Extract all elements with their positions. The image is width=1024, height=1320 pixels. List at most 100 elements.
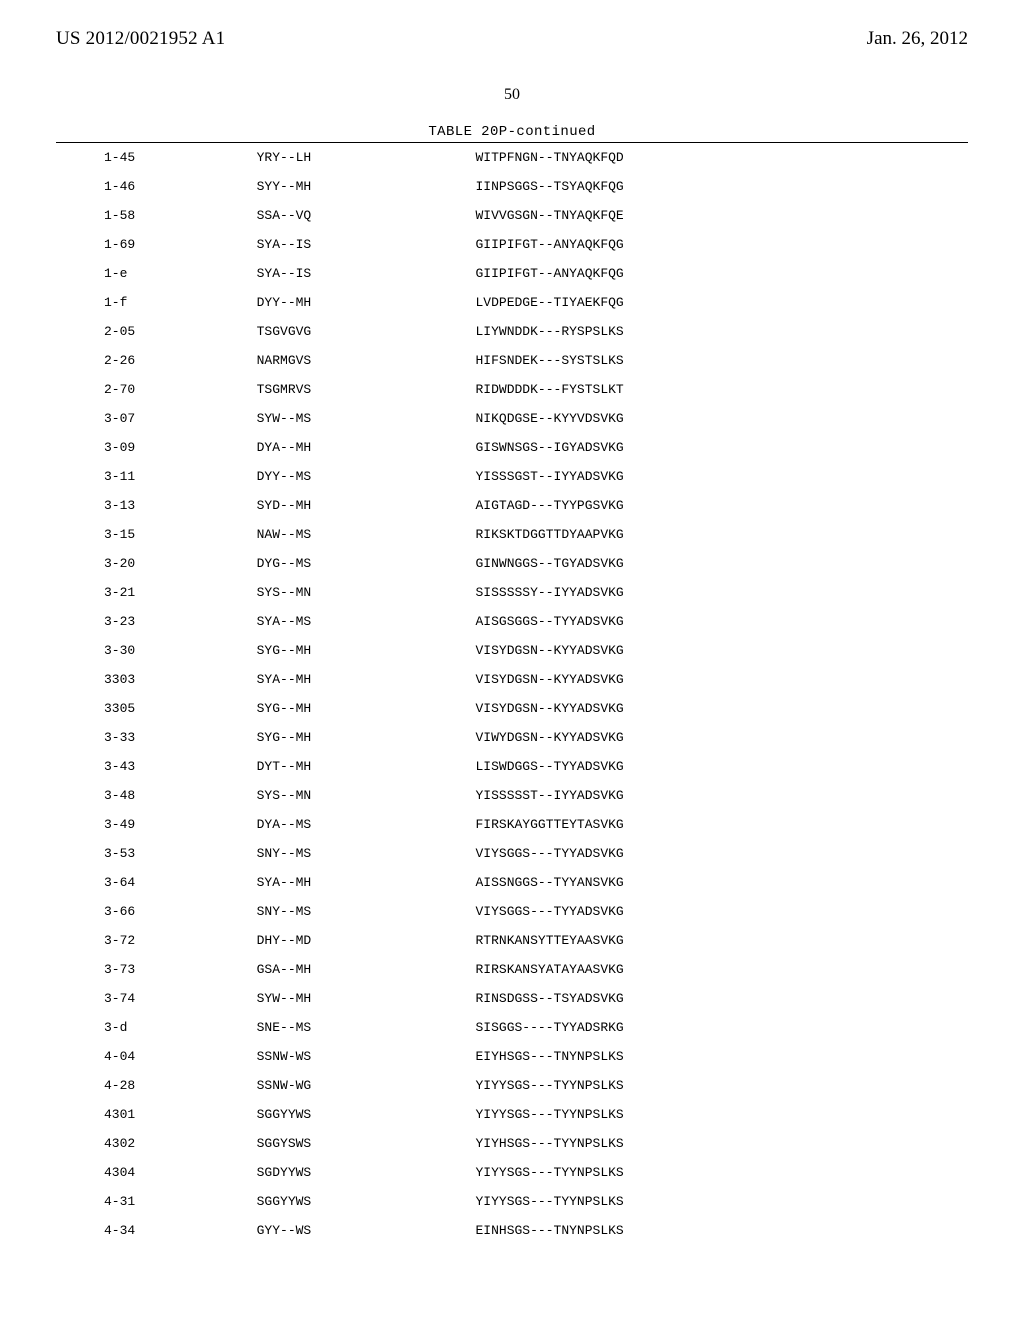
table-row: 3-09DYA--MHGISWNSGS--IGYADSVKG (56, 433, 968, 462)
row-seq-a: NARMGVS (257, 346, 476, 375)
table-row: 3-11DYY--MSYISSSGST--IYYADSVKG (56, 462, 968, 491)
row-seq-a: SYA--MS (257, 607, 476, 636)
row-id: 4304 (56, 1158, 257, 1187)
row-id: 4-04 (56, 1042, 257, 1071)
table-row: 3-07SYW--MSNIKQDGSE--KYYVDSVKG (56, 404, 968, 433)
row-seq-a: SYA--IS (257, 259, 476, 288)
table-row: 4-34GYY--WSEINHSGS---TNYNPSLKS (56, 1216, 968, 1245)
table-row: 3-43DYT--MHLISWDGGS--TYYADSVKG (56, 752, 968, 781)
row-seq-b: YIYHSGS---TYYNPSLKS (476, 1129, 969, 1158)
row-seq-a: DYY--MH (257, 288, 476, 317)
row-seq-a: SYG--MH (257, 694, 476, 723)
row-seq-b: LISWDGGS--TYYADSVKG (476, 752, 969, 781)
sequence-table-body: 1-45YRY--LHWITPFNGN--TNYAQKFQD1-46SYY--M… (56, 143, 968, 1245)
table-row: 3-48SYS--MNYISSSSST--IYYADSVKG (56, 781, 968, 810)
row-seq-a: SSA--VQ (257, 201, 476, 230)
table-row: 2-05TSGVGVGLIYWNDDK---RYSPSLKS (56, 317, 968, 346)
row-id: 3-15 (56, 520, 257, 549)
row-seq-a: GYY--WS (257, 1216, 476, 1245)
row-id: 3-33 (56, 723, 257, 752)
row-seq-b: GIIPIFGT--ANYAQKFQG (476, 259, 969, 288)
row-id: 4-34 (56, 1216, 257, 1245)
table-row: 1-eSYA--ISGIIPIFGT--ANYAQKFQG (56, 259, 968, 288)
row-seq-b: AIGTAGD---TYYPGSVKG (476, 491, 969, 520)
row-seq-a: SYS--MN (257, 578, 476, 607)
table-row: 2-70TSGMRVSRIDWDDDK---FYSTSLKT (56, 375, 968, 404)
row-seq-b: YIYYSGS---TYYNPSLKS (476, 1071, 969, 1100)
row-seq-a: SYG--MH (257, 723, 476, 752)
row-id: 3-09 (56, 433, 257, 462)
row-seq-b: WITPFNGN--TNYAQKFQD (476, 143, 969, 172)
row-id: 3-64 (56, 868, 257, 897)
table-row: 3-23SYA--MSAISGSGGS--TYYADSVKG (56, 607, 968, 636)
row-id: 4302 (56, 1129, 257, 1158)
row-seq-a: SNE--MS (257, 1013, 476, 1042)
row-seq-a: DYY--MS (257, 462, 476, 491)
table-row: 3-21SYS--MNSISSSSSY--IYYADSVKG (56, 578, 968, 607)
row-id: 3-23 (56, 607, 257, 636)
row-seq-b: VIYSGGS---TYYADSVKG (476, 897, 969, 926)
row-seq-a: SYA--MH (257, 665, 476, 694)
row-seq-b: RIKSKTDGGTTDYAAPVKG (476, 520, 969, 549)
row-seq-b: RIDWDDDK---FYSTSLKT (476, 375, 969, 404)
row-seq-b: VISYDGSN--KYYADSVKG (476, 636, 969, 665)
row-seq-a: SSNW-WG (257, 1071, 476, 1100)
row-id: 3-72 (56, 926, 257, 955)
row-seq-b: VISYDGSN--KYYADSVKG (476, 694, 969, 723)
page-number: 50 (56, 86, 968, 104)
table-row: 3-64SYA--MHAISSNGGS--TYYANSVKG (56, 868, 968, 897)
row-seq-b: AISSNGGS--TYYANSVKG (476, 868, 969, 897)
row-seq-a: SGGYYWS (257, 1187, 476, 1216)
row-seq-b: YIYYSGS---TYYNPSLKS (476, 1187, 969, 1216)
table-row: 1-58SSA--VQWIVVGSGN--TNYAQKFQE (56, 201, 968, 230)
row-seq-a: SYD--MH (257, 491, 476, 520)
table-row: 1-fDYY--MHLVDPEDGE--TIYAEKFQG (56, 288, 968, 317)
row-seq-a: DYT--MH (257, 752, 476, 781)
row-seq-b: EINHSGS---TNYNPSLKS (476, 1216, 969, 1245)
table-row: 3-13SYD--MHAIGTAGD---TYYPGSVKG (56, 491, 968, 520)
row-id: 3-20 (56, 549, 257, 578)
row-id: 2-70 (56, 375, 257, 404)
row-seq-a: SYY--MH (257, 172, 476, 201)
row-seq-b: YIYYSGS---TYYNPSLKS (476, 1100, 969, 1129)
row-seq-a: DHY--MD (257, 926, 476, 955)
row-seq-b: VISYDGSN--KYYADSVKG (476, 665, 969, 694)
row-seq-a: DYG--MS (257, 549, 476, 578)
row-seq-a: SYW--MH (257, 984, 476, 1013)
row-id: 1-45 (56, 143, 257, 172)
row-seq-b: GINWNGGS--TGYADSVKG (476, 549, 969, 578)
table-row: 4-04SSNW-WSEIYHSGS---TNYNPSLKS (56, 1042, 968, 1071)
row-id: 2-26 (56, 346, 257, 375)
row-id: 1-e (56, 259, 257, 288)
row-seq-b: LVDPEDGE--TIYAEKFQG (476, 288, 969, 317)
table-row: 3-73GSA--MHRIRSKANSYATAYAASVKG (56, 955, 968, 984)
row-seq-b: AISGSGGS--TYYADSVKG (476, 607, 969, 636)
row-id: 1-69 (56, 230, 257, 259)
row-id: 1-58 (56, 201, 257, 230)
page-header: US 2012/0021952 A1 Jan. 26, 2012 (56, 28, 968, 50)
row-seq-a: SYA--MH (257, 868, 476, 897)
publication-date: Jan. 26, 2012 (867, 28, 968, 50)
row-seq-b: HIFSNDEK---SYSTSLKS (476, 346, 969, 375)
row-id: 3-49 (56, 810, 257, 839)
table-row: 3-66SNY--MSVIYSGGS---TYYADSVKG (56, 897, 968, 926)
row-seq-a: SYS--MN (257, 781, 476, 810)
row-seq-b: YISSSGST--IYYADSVKG (476, 462, 969, 491)
row-seq-b: LIYWNDDK---RYSPSLKS (476, 317, 969, 346)
row-id: 2-05 (56, 317, 257, 346)
row-id: 3-74 (56, 984, 257, 1013)
table-row: 3-49DYA--MSFIRSKAYGGTTEYTASVKG (56, 810, 968, 839)
row-id: 1-f (56, 288, 257, 317)
row-id: 4301 (56, 1100, 257, 1129)
row-seq-a: DYA--MH (257, 433, 476, 462)
row-seq-a: SNY--MS (257, 839, 476, 868)
table-row: 3-dSNE--MSSISGGS----TYYADSRKG (56, 1013, 968, 1042)
table-row: 3-20DYG--MSGINWNGGS--TGYADSVKG (56, 549, 968, 578)
table-row: 3-53SNY--MSVIYSGGS---TYYADSVKG (56, 839, 968, 868)
row-seq-b: SISSSSSY--IYYADSVKG (476, 578, 969, 607)
row-seq-b: EIYHSGS---TNYNPSLKS (476, 1042, 969, 1071)
row-id: 4-28 (56, 1071, 257, 1100)
table-row: 1-45YRY--LHWITPFNGN--TNYAQKFQD (56, 143, 968, 172)
row-seq-b: YISSSSST--IYYADSVKG (476, 781, 969, 810)
row-id: 3-30 (56, 636, 257, 665)
